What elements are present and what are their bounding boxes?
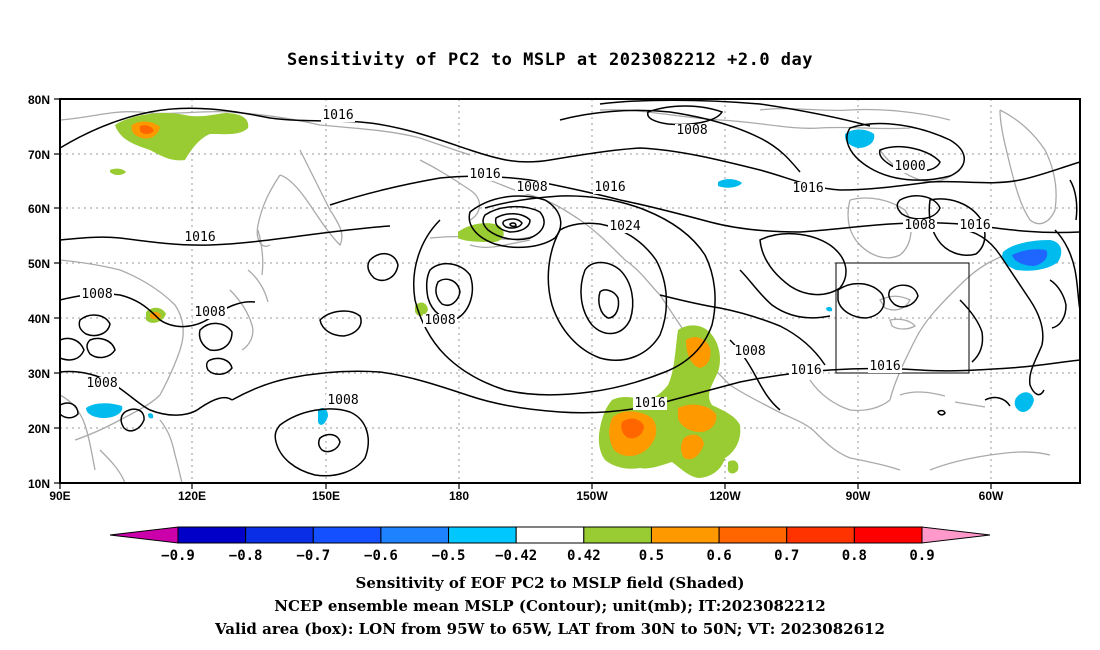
contour-label: 1016 xyxy=(959,218,990,233)
contour-label: 1016 xyxy=(469,167,500,182)
colorbar-min-triangle xyxy=(109,526,179,544)
colorbar-label: 0.5 xyxy=(639,548,664,564)
contour-label-bg xyxy=(593,181,627,194)
lat-label: 10N xyxy=(28,477,50,491)
lat-label: 20N xyxy=(28,422,50,436)
contour-label-bg xyxy=(321,109,355,122)
colorbar: −0.9 −0.8 −0.7 −0.6 −0.5 −0.42 0.42 0.5 0.6 0.7 0.… xyxy=(109,526,991,564)
contour-label-bg xyxy=(85,377,119,390)
colorbar-box xyxy=(312,526,382,544)
contour-label-bg xyxy=(193,306,227,319)
lon-label: 120W xyxy=(709,489,741,503)
contour-label-bg xyxy=(183,231,217,244)
contour-label-bg xyxy=(675,124,709,137)
lat-label: 50N xyxy=(28,257,50,271)
colorbar-box xyxy=(853,526,923,544)
contour-label: 1008 xyxy=(516,180,547,195)
lon-label: 90E xyxy=(49,489,70,503)
map-frame xyxy=(59,98,1081,484)
contour-label: 1016 xyxy=(634,396,665,411)
contour-label-bg xyxy=(608,220,642,233)
colorbar-label: −0.9 xyxy=(161,548,195,564)
lat-label: 70N xyxy=(28,148,50,162)
contour-label-bg xyxy=(789,364,823,377)
colorbar-label: −0.8 xyxy=(229,548,263,564)
colorbar-box xyxy=(448,526,517,544)
colorbar-box xyxy=(515,526,585,544)
colorbar-box xyxy=(786,526,855,544)
lon-label: 150W xyxy=(576,489,608,503)
lat-label: 30N xyxy=(28,367,50,381)
contour-label-bg xyxy=(423,314,457,327)
lon-label: 90W xyxy=(846,489,871,503)
colorbar-box xyxy=(583,526,652,544)
lon-label: 150E xyxy=(312,489,340,503)
plot-title: Sensitivity of PC2 to MSLP at 2023082212… xyxy=(286,50,813,70)
colorbar-label: −0.7 xyxy=(296,548,330,564)
caption-line-2: NCEP ensemble mean MSLP (Contour); unit(… xyxy=(274,597,826,615)
colorbar-labels: −0.9 −0.8 −0.7 −0.6 −0.5 −0.42 0.42 0.5 0.6 0.7 0.… xyxy=(161,548,935,564)
lat-label: 80N xyxy=(28,93,50,107)
colorbar-label: −0.42 xyxy=(495,548,537,564)
lon-label: 60W xyxy=(979,489,1004,503)
lat-label: 60N xyxy=(28,202,50,216)
colorbar-boxes xyxy=(177,526,923,544)
contour-label-bg xyxy=(80,288,114,301)
colorbar-max-triangle xyxy=(921,526,991,544)
contour-label-bg xyxy=(791,182,825,195)
contour-label: 1008 xyxy=(676,123,707,138)
contour-label: 1008 xyxy=(327,393,358,408)
lon-label: 120E xyxy=(178,489,206,503)
longitude-labels: 90E 120E 150E 180 150W 120W 90W 60W xyxy=(49,489,1004,503)
colorbar-box xyxy=(177,526,247,544)
contour-label: 1008 xyxy=(734,344,765,359)
colorbar-label: 0.8 xyxy=(842,548,867,564)
colorbar-box xyxy=(245,526,314,544)
lat-label: 40N xyxy=(28,312,50,326)
colorbar-box xyxy=(718,526,788,544)
contour-label: 1008 xyxy=(81,287,112,302)
caption-line-3: Valid area (box): LON from 95W to 65W, L… xyxy=(215,620,885,638)
coastlines xyxy=(59,107,1057,484)
colorbar-label: 0.7 xyxy=(774,548,799,564)
contour-label: 1000 xyxy=(894,159,925,174)
contour-label-bg xyxy=(633,397,667,410)
contour-label: 1016 xyxy=(792,181,823,196)
contour-label-bg xyxy=(893,160,927,173)
contour-label-bg xyxy=(868,360,902,373)
colorbar-label: 0.9 xyxy=(909,548,934,564)
contour-label-bg xyxy=(326,394,360,407)
colorbar-box xyxy=(650,526,720,544)
contour-label-bg xyxy=(733,345,767,358)
contour-label-bg xyxy=(903,219,937,232)
contour-label: 1008 xyxy=(194,305,225,320)
latitude-labels: 80N 70N 60N 50N 40N 30N 20N 10N xyxy=(28,93,50,491)
contour-label: 1024 xyxy=(609,219,640,234)
colorbar-label: −0.5 xyxy=(432,548,466,564)
caption-line-1: Sensitivity of EOF PC2 to MSLP field (Sh… xyxy=(355,574,745,592)
contour-label: 1016 xyxy=(322,108,353,123)
valid-area-box xyxy=(835,262,970,374)
colorbar-label: 0.42 xyxy=(567,548,601,564)
contour-label: 1008 xyxy=(904,218,935,233)
contour-label: 1016 xyxy=(869,359,900,374)
contour-label: 1016 xyxy=(594,180,625,195)
contour-labels: 1016 1008 1000 1016 1008 1016 1016 1024 1016 1008… xyxy=(80,108,992,411)
contour-label: 1008 xyxy=(86,376,117,391)
contour-label-bg xyxy=(515,181,549,194)
contour-label-bg xyxy=(468,168,502,181)
colorbar-label: 0.6 xyxy=(706,548,731,564)
contour-label: 1016 xyxy=(184,230,215,245)
sensitivity-shading xyxy=(86,113,1062,478)
colorbar-box xyxy=(380,526,450,544)
contour-label: 1008 xyxy=(424,313,455,328)
colorbar-label: −0.6 xyxy=(364,548,398,564)
axis-ticks xyxy=(54,98,992,489)
map-gridlines xyxy=(60,99,1080,483)
contour-label-bg xyxy=(958,219,992,232)
lon-label: 180 xyxy=(449,489,469,503)
contour-label: 1016 xyxy=(790,363,821,378)
